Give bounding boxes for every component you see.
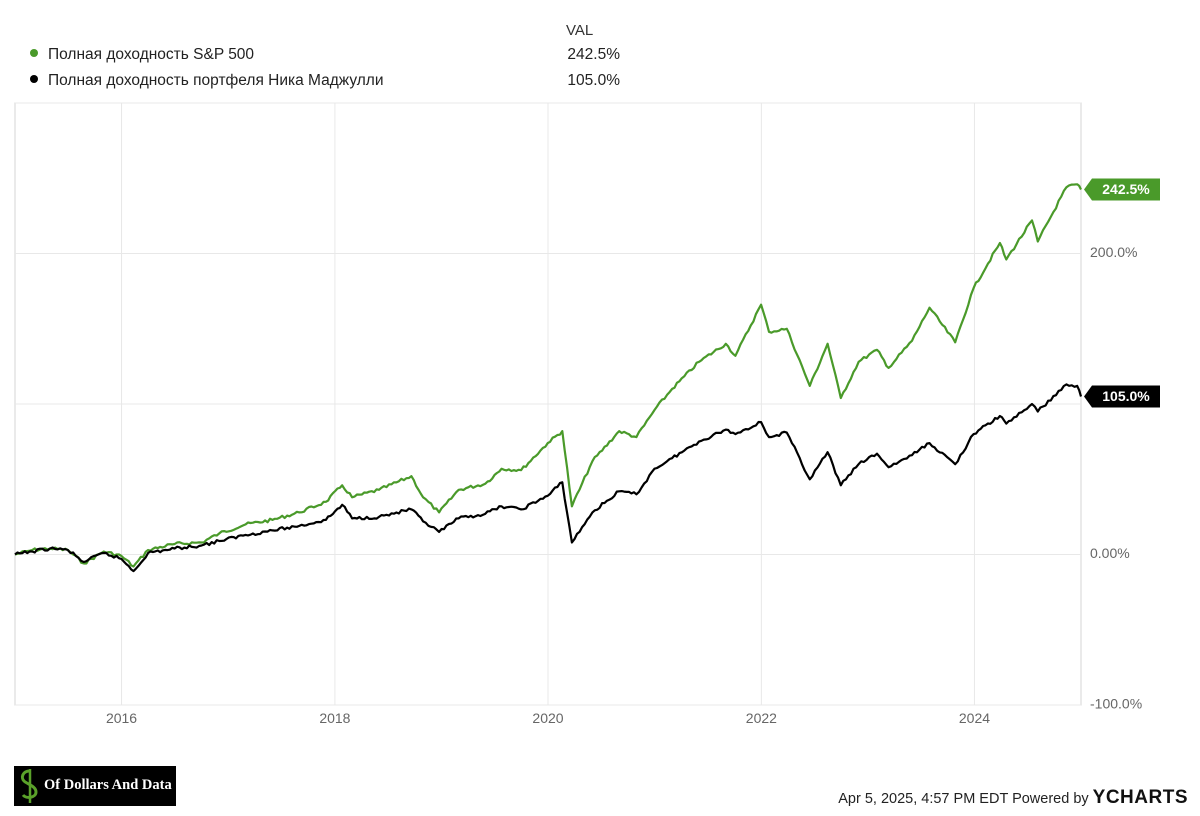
series-end-label: 242.5%: [1084, 178, 1160, 201]
x-tick-label: 2020: [532, 710, 563, 726]
end-label-tag: [1084, 385, 1160, 408]
logo-text: Of Dollars And Data: [44, 777, 172, 793]
x-tick-label: 2018: [319, 710, 350, 726]
chart-svg: 242.5% 105.0% 200.0% 0.00% -100.0% 2016 2018 2…: [14, 102, 1160, 726]
series-end-label: 105.0%: [1084, 385, 1160, 408]
legend-item-name: Полная доходность портфеля Ника Маджулли: [48, 72, 384, 89]
dollar-sign-logo-icon: [20, 769, 38, 803]
series-dot-icon: [30, 74, 38, 83]
legend: VAL Полная доходность S&P 500 242.5% Пол…: [0, 0, 640, 100]
line-chart: 242.5% 105.0% 200.0% 0.00% -100.0% 2016 2018 2…: [0, 100, 1200, 740]
of-dollars-and-data-logo: Of Dollars And Data: [14, 766, 176, 806]
x-tick-label: 2022: [746, 710, 777, 726]
legend-item-value: 105.0%: [567, 72, 620, 89]
ycharts-brand[interactable]: YCHARTS: [1092, 787, 1188, 808]
legend-item-name: Полная доходность S&P 500: [48, 46, 255, 63]
series-line: [14, 183, 1082, 568]
series-line: [14, 383, 1083, 573]
legend-item-value: 242.5%: [567, 46, 620, 63]
footer-attribution: Apr 5, 2025, 4:57 PM EDT Powered by YCHAR…: [838, 787, 1188, 809]
y-tick-label: 200.0%: [1090, 244, 1137, 260]
timestamp: Apr 5, 2025, 4:57 PM EDT Powered by: [838, 791, 1089, 807]
end-label-text: 242.5%: [1102, 181, 1150, 197]
y-tick-label: 0.00%: [1090, 545, 1130, 561]
y-tick-label: -100.0%: [1090, 696, 1142, 712]
x-tick-label: 2024: [959, 710, 990, 726]
legend-column-header: VAL: [566, 22, 594, 39]
end-label-text: 105.0%: [1102, 388, 1150, 404]
x-tick-label: 2016: [106, 710, 137, 726]
series-dot-icon: [30, 48, 38, 57]
end-label-tag: [1084, 178, 1160, 201]
legend-item-sp500[interactable]: Полная доходность S&P 500 242.5%: [30, 46, 620, 68]
legend-item-portfolio[interactable]: Полная доходность портфеля Ника Маджулли…: [30, 72, 620, 94]
